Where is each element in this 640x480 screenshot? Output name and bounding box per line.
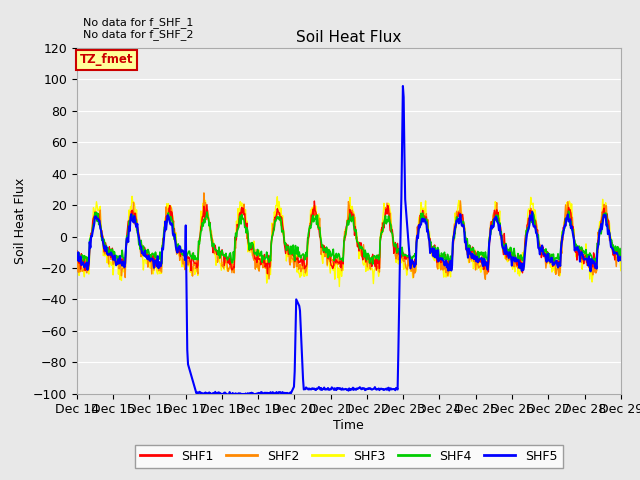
Text: No data for f_SHF_1: No data for f_SHF_1 [83, 17, 193, 28]
Text: TZ_fmet: TZ_fmet [79, 53, 133, 66]
X-axis label: Time: Time [333, 419, 364, 432]
Text: No data for f_SHF_2: No data for f_SHF_2 [83, 29, 194, 40]
Legend: SHF1, SHF2, SHF3, SHF4, SHF5: SHF1, SHF2, SHF3, SHF4, SHF5 [134, 445, 563, 468]
Title: Soil Heat Flux: Soil Heat Flux [296, 30, 401, 46]
Y-axis label: Soil Heat Flux: Soil Heat Flux [14, 178, 27, 264]
